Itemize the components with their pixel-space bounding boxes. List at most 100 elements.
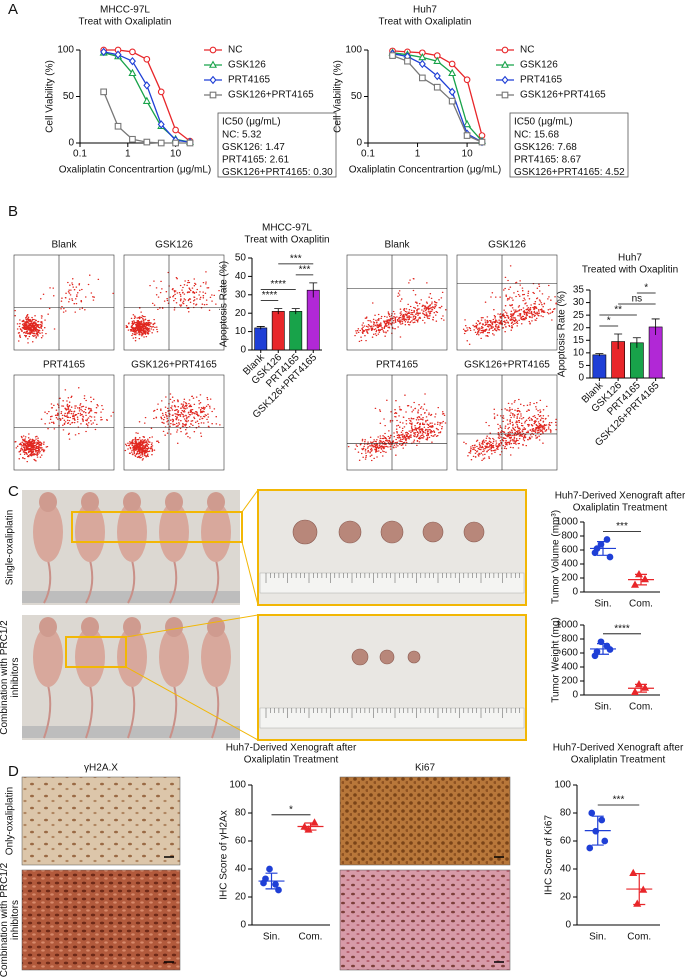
mouse [117,627,147,687]
marker [208,60,218,68]
ihc-image [339,776,511,866]
y-tick-label: 400 [561,559,578,570]
marker [172,126,179,134]
chart-title: Huh7-Derived Xenograft after [555,491,685,502]
marker [157,139,165,147]
mouse-tail [169,684,178,739]
chart-title: Oxaliplatin Treatment [571,755,666,766]
marker [463,119,472,128]
legend-label: GSK126+PRT4165 [520,90,606,101]
marker [310,818,319,826]
marker [501,46,509,54]
marker [433,71,441,81]
y-axis-label: IHC Score of Ki67 [544,815,555,895]
mouse-head [207,617,225,637]
mouse [75,627,105,687]
y-tick-label: 0 [68,138,74,149]
x-tick-label: 0.1 [361,149,375,160]
x-tick-label: Sin. [589,932,606,943]
flow-plot-frame [123,254,225,351]
y-tick-label: 80 [235,808,247,819]
marker [142,96,151,104]
bar [254,327,268,351]
mouse-head [165,492,183,512]
marker [501,91,509,99]
marker [500,60,510,68]
annotation-line: PRT4165: 8.67 [514,155,582,166]
series-line [392,52,483,142]
mouse-head [81,617,99,637]
legend-label: GSK126+PRT4165 [228,90,314,101]
annotation-line: GSK126: 1.47 [222,142,285,153]
significance-label: **** [262,290,278,301]
marker [640,574,650,583]
mouse-tail [43,684,52,739]
flow-plot-label: GSK126+PRT4165 [464,360,550,371]
y-tick-label: 1000 [556,620,579,631]
error-bar [256,326,265,330]
y-tick-label: 60 [235,836,247,847]
x-tick-label: Com. [299,932,323,943]
x-tick-label: 1 [415,149,421,160]
error-bar [614,333,623,350]
marker [448,60,456,68]
marker [186,139,194,147]
marker [586,844,594,852]
series-line [392,54,483,143]
bar [271,311,285,351]
annotation-title: IC50 (μg/mL) [514,117,573,128]
y-tick-label: 400 [561,662,578,673]
significance-label: * [644,283,648,294]
marker [143,81,151,90]
panel-label: C [8,483,19,500]
row-label: inhibitors [10,657,21,697]
mouse [33,502,63,562]
mouse-head [81,492,99,512]
significance-label: * [289,804,293,815]
marker [404,57,411,65]
flow-plot-label: GSK126 [155,240,193,251]
y-tick-label: 30 [235,289,247,300]
marker [629,868,638,876]
annotation-line: NC: 5.32 [222,130,262,141]
marker [100,47,108,57]
panel-label: B [8,203,18,220]
annotation-line: GSK126+PRT4165: 4.52 [514,167,625,178]
marker [129,135,136,143]
significance-label: *** [290,253,302,264]
flow-plot-label: PRT4165 [43,360,86,371]
marker [640,683,650,691]
mouse-head [165,617,183,637]
marker [606,553,614,561]
x-tick-label: Com. [629,702,653,713]
flow-plot-frame [456,374,558,471]
annotation-line: GSK126: 7.68 [514,142,577,153]
legend-label: PRT4165 [520,75,563,86]
significance-label: *** [613,795,625,806]
y-tick-label: 200 [561,573,578,584]
mouse-tail [169,559,178,604]
significance-label: **** [614,623,630,634]
x-tick-label: 1 [125,149,131,160]
mouse-tail [43,559,52,604]
y-axis-label: Cell Viability (%) [45,60,56,133]
annotation-box [217,112,337,178]
mean-sd [258,872,285,890]
y-tick-label: 600 [561,545,578,556]
chart-title: Huh7 [618,253,642,264]
significance-label: * [607,316,611,327]
y-tick-label: 50 [351,91,363,102]
y-tick-label: 0 [565,920,571,931]
marker [209,91,217,99]
y-tick-label: 50 [63,91,75,102]
y-tick-label: 0 [240,920,246,931]
mean-sd [297,822,324,831]
y-tick-label: 0 [572,690,578,701]
annotation-line: PRT4165: 2.61 [222,155,290,166]
marker [304,825,313,833]
panel-label: A [8,1,18,18]
x-axis-label: Oxaliplatin Concentrartion (μg/mL) [59,165,212,176]
significance-label: ns [632,294,643,305]
y-tick-label: 600 [561,648,578,659]
